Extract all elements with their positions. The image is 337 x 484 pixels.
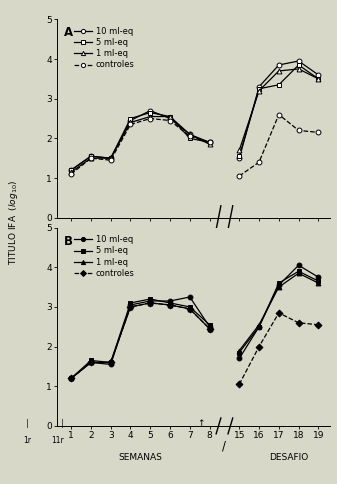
Text: B: B (64, 235, 73, 248)
Text: DESAFIO: DESAFIO (269, 453, 308, 462)
Text: |: | (26, 419, 28, 428)
Text: 1r: 1r (23, 436, 31, 445)
Text: /: / (222, 440, 226, 453)
Text: SEMANAS: SEMANAS (118, 453, 162, 462)
Text: |: | (61, 419, 64, 428)
Text: 11r: 11r (51, 436, 64, 445)
Text: ↑: ↑ (197, 419, 204, 428)
Legend: 10 ml-eq, 5 ml-eq, 1 ml-eq, controles: 10 ml-eq, 5 ml-eq, 1 ml-eq, controles (72, 234, 136, 279)
Text: A: A (64, 27, 73, 40)
Text: TITULO IFA  ($log_{10}$): TITULO IFA ($log_{10}$) (7, 180, 20, 265)
Legend: 10 ml-eq, 5 ml-eq, 1 ml-eq, controles: 10 ml-eq, 5 ml-eq, 1 ml-eq, controles (72, 26, 136, 71)
